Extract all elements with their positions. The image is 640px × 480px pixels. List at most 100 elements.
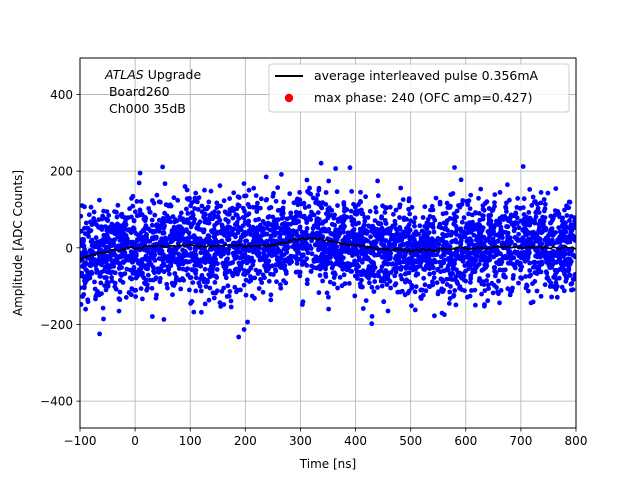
sample-point (228, 298, 234, 304)
sample-point (331, 215, 337, 221)
sample-point (397, 202, 403, 208)
sample-point (447, 205, 453, 211)
sample-point (203, 284, 209, 289)
sample-point (264, 240, 270, 245)
sample-point (551, 252, 557, 257)
sample-point (256, 237, 262, 243)
sample-point (546, 278, 552, 283)
sample-point (333, 261, 338, 266)
sample-point (186, 230, 192, 236)
sample-point (353, 221, 359, 227)
sample-point (521, 237, 527, 243)
sample-point (571, 225, 576, 231)
sample-point (194, 256, 199, 262)
sample-point (241, 327, 247, 332)
sample-point (539, 261, 545, 267)
sample-point (311, 257, 317, 263)
sample-point (412, 215, 418, 221)
sample-point (231, 206, 236, 212)
sample-point (355, 250, 360, 256)
sample-point (320, 221, 325, 226)
sample-point (398, 185, 404, 191)
sample-point (486, 220, 492, 226)
sample-point (262, 275, 267, 281)
sample-point (320, 278, 325, 284)
sample-point (159, 263, 165, 269)
sample-point (548, 220, 553, 226)
sample-point (131, 265, 137, 270)
sample-point (335, 203, 340, 209)
sample-point (151, 265, 156, 270)
sample-point (216, 210, 221, 216)
sample-point (104, 232, 110, 238)
sample-point (515, 236, 520, 242)
sample-point (559, 218, 565, 224)
sample-point (467, 260, 473, 265)
sample-point (221, 285, 227, 291)
sample-point (170, 282, 176, 288)
sample-point (334, 189, 340, 195)
sample-point (521, 212, 527, 217)
sample-point (511, 273, 516, 278)
sample-points (80, 160, 576, 340)
sample-point (373, 209, 379, 215)
sample-point (151, 251, 157, 257)
sample-point (533, 253, 538, 259)
sample-point (422, 267, 428, 272)
sample-point (86, 234, 91, 239)
sample-point (426, 284, 432, 289)
sample-point (485, 282, 491, 288)
sample-point (234, 270, 240, 276)
sample-point (122, 219, 128, 225)
sample-point (225, 224, 231, 230)
sample-point (480, 241, 486, 247)
sample-point (180, 231, 186, 237)
sample-point (401, 217, 407, 223)
sample-point (387, 278, 393, 284)
sample-point (241, 282, 247, 288)
sample-point (182, 184, 188, 189)
sample-point (323, 271, 328, 277)
sample-point (417, 258, 423, 264)
sample-point (437, 259, 443, 265)
sample-point (463, 250, 469, 255)
sample-point (495, 248, 501, 254)
sample-point (115, 202, 121, 208)
sample-point (395, 265, 401, 271)
sample-point (198, 288, 204, 294)
sample-point (215, 220, 221, 225)
sample-point (433, 195, 439, 201)
sample-point (118, 212, 124, 218)
sample-point (553, 286, 559, 292)
sample-point (235, 254, 240, 260)
sample-point (191, 309, 197, 315)
sample-point (451, 262, 456, 268)
sample-point (522, 258, 528, 264)
sample-point (466, 211, 471, 217)
sample-point (407, 236, 413, 242)
sample-point (469, 288, 474, 293)
sample-point (505, 224, 511, 230)
sample-point (535, 248, 540, 254)
sample-point (384, 282, 390, 287)
sample-point (485, 273, 491, 278)
sample-point (452, 238, 458, 244)
sample-point (493, 232, 499, 238)
sample-point (330, 244, 336, 250)
sample-point (366, 266, 371, 272)
sample-point (145, 272, 151, 278)
sample-point (275, 208, 281, 213)
sample-point (503, 274, 508, 280)
sample-point (234, 222, 240, 228)
sample-point (304, 220, 310, 225)
sample-point (348, 208, 354, 214)
sample-point (468, 280, 473, 285)
sample-point (340, 238, 346, 244)
sample-point (527, 236, 533, 242)
sample-point (273, 267, 278, 272)
sample-point (543, 225, 549, 231)
sample-point (473, 302, 478, 308)
sample-point (278, 265, 284, 270)
sample-point (479, 268, 485, 273)
